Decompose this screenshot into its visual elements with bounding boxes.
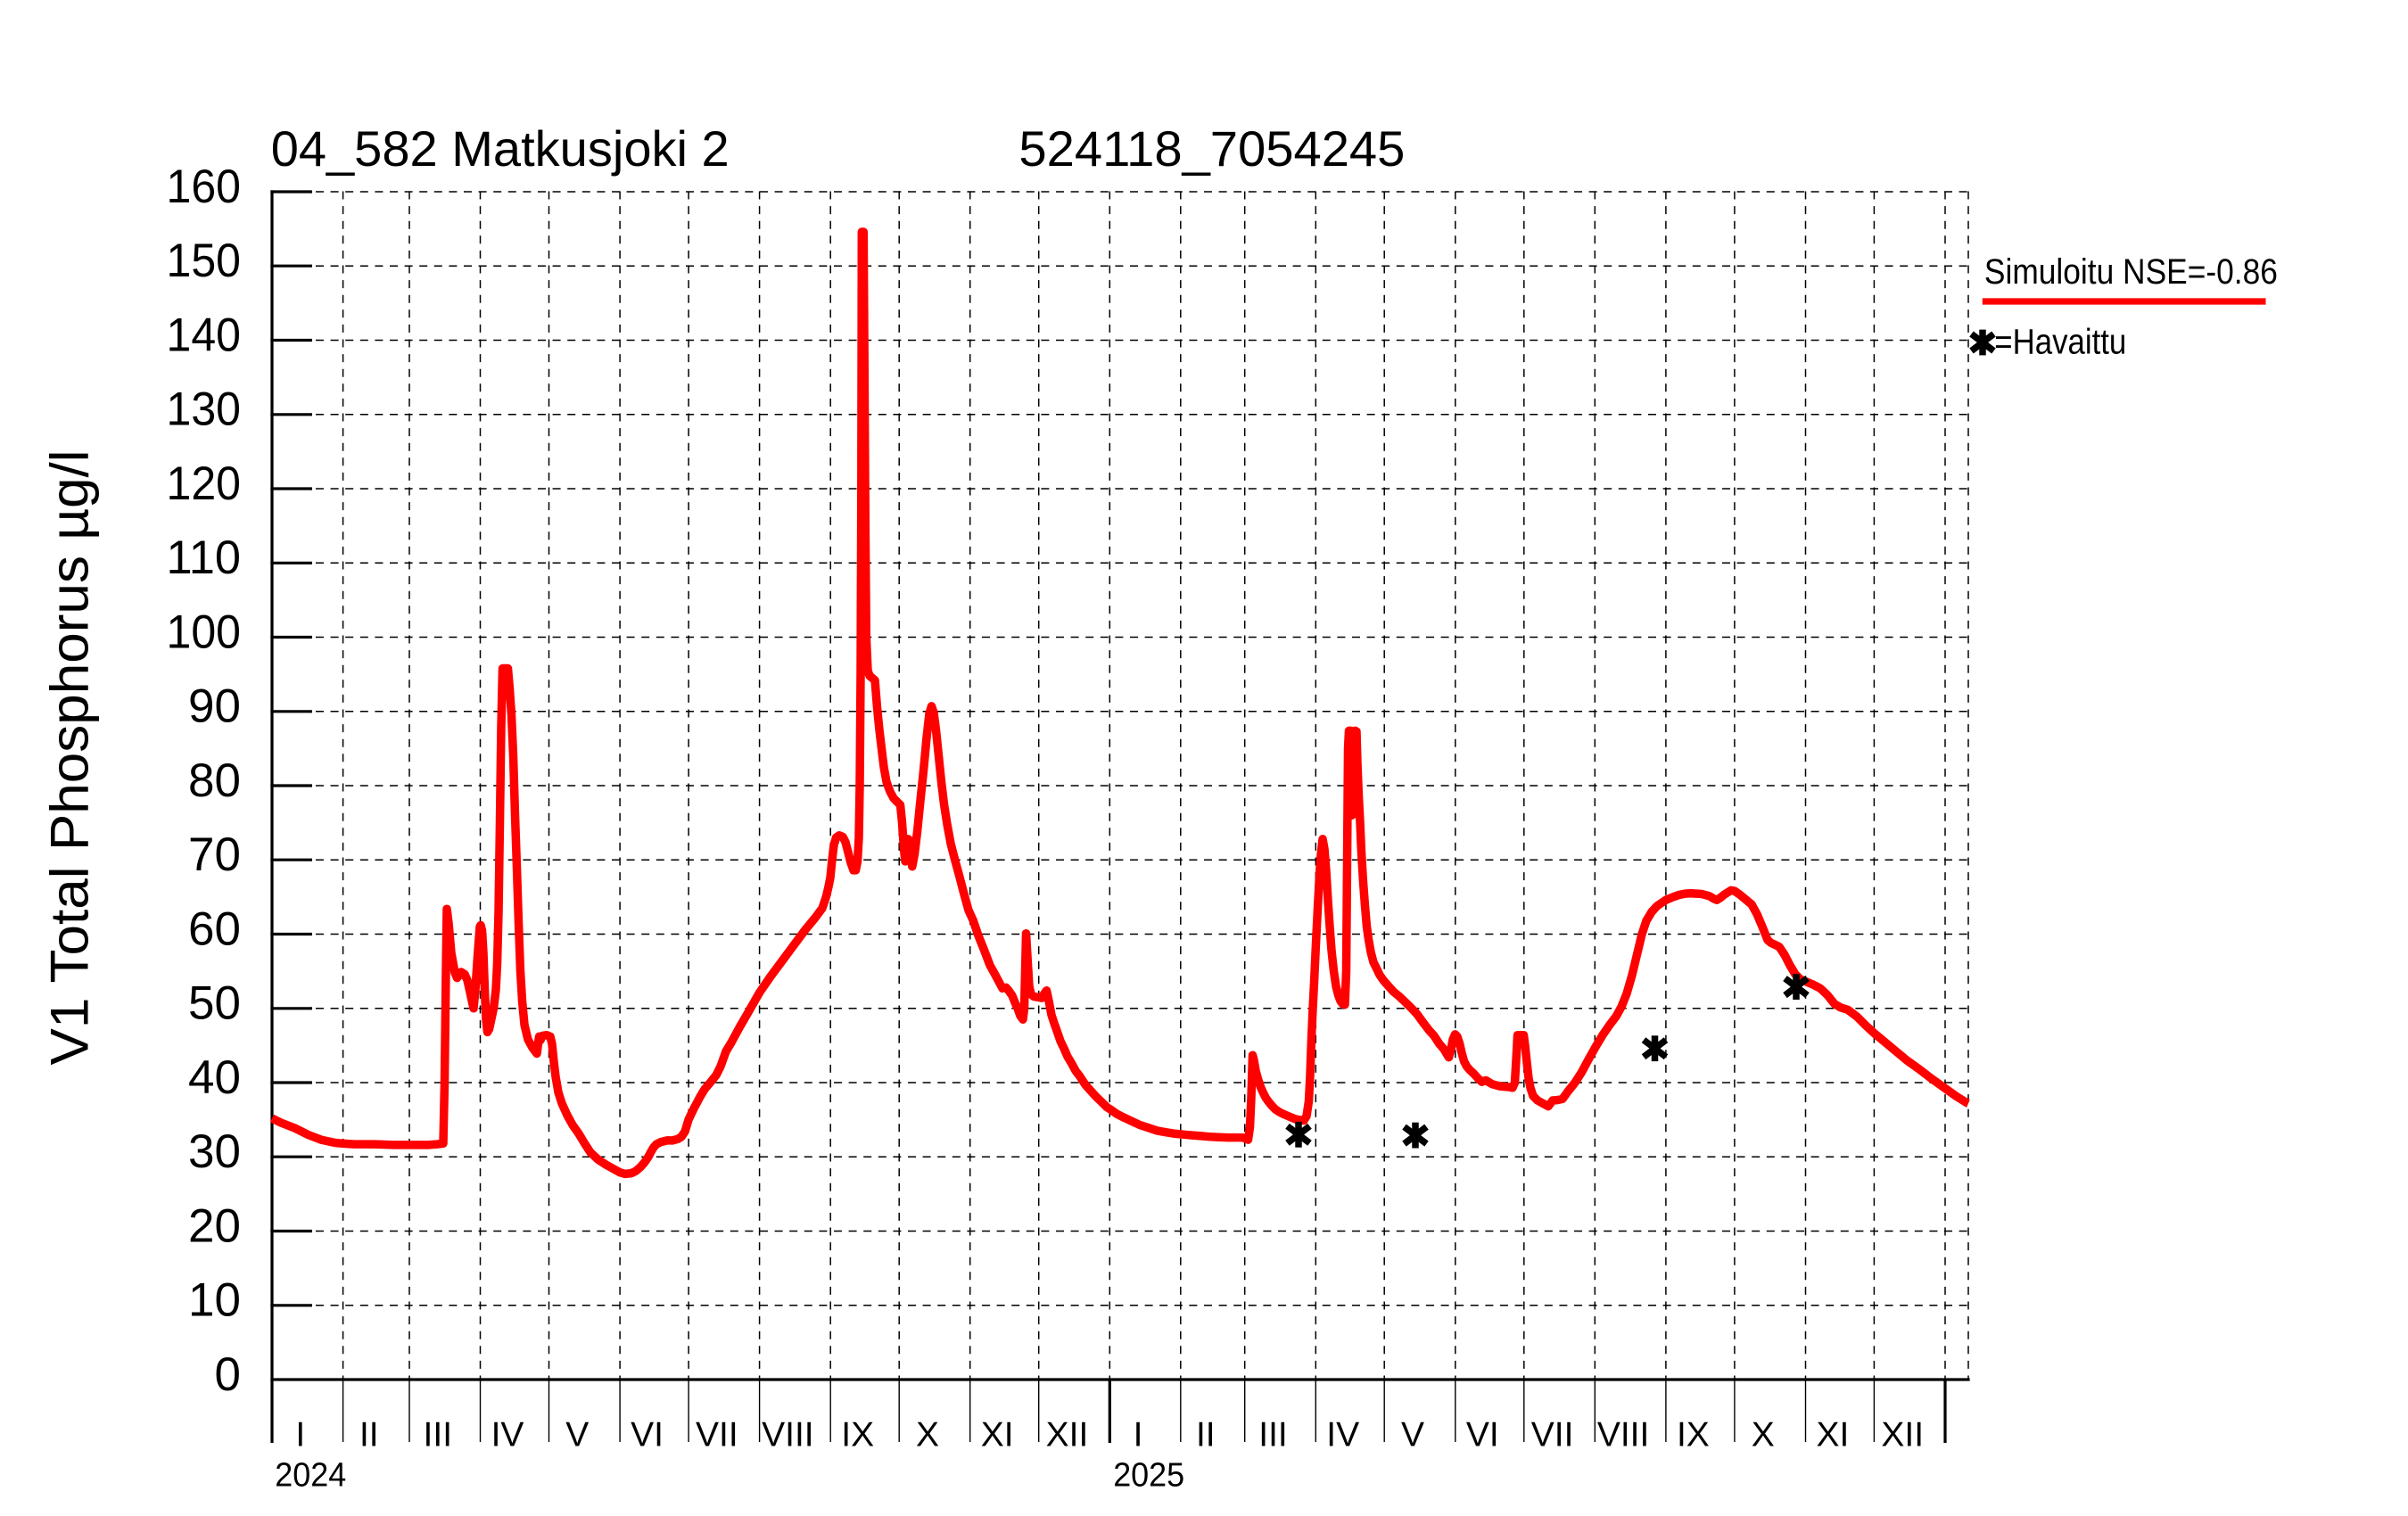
svg-text:70: 70: [188, 828, 241, 881]
svg-text:20: 20: [188, 1199, 241, 1252]
svg-text:2024: 2024: [275, 1457, 346, 1495]
svg-text:X: X: [916, 1416, 939, 1454]
svg-text:VII: VII: [696, 1416, 738, 1454]
svg-text:110: 110: [167, 531, 242, 584]
svg-text:=Havaittu: =Havaittu: [1994, 323, 2126, 362]
svg-text:II: II: [359, 1416, 379, 1454]
svg-text:130: 130: [167, 383, 242, 436]
svg-text:IV: IV: [491, 1416, 524, 1454]
svg-text:IX: IX: [1677, 1416, 1710, 1454]
svg-text:XII: XII: [1881, 1416, 1924, 1454]
svg-text:I: I: [1134, 1416, 1143, 1454]
svg-text:2025: 2025: [1113, 1457, 1184, 1495]
svg-text:10: 10: [188, 1274, 241, 1327]
svg-text:V: V: [565, 1416, 589, 1454]
svg-text:100: 100: [167, 606, 242, 658]
svg-text:60: 60: [188, 902, 241, 955]
svg-text:150: 150: [167, 235, 242, 287]
svg-text:IV: IV: [1326, 1416, 1359, 1454]
svg-text:524118_7054245: 524118_7054245: [1018, 120, 1405, 177]
svg-text:V1 Total Phosphorus µg/l: V1 Total Phosphorus µg/l: [40, 450, 100, 1066]
svg-text:XII: XII: [1046, 1416, 1089, 1454]
svg-text:40: 40: [188, 1051, 241, 1104]
svg-text:140: 140: [167, 309, 242, 361]
svg-text:90: 90: [188, 680, 241, 733]
svg-text:XI: XI: [981, 1416, 1014, 1454]
svg-text:VI: VI: [631, 1416, 664, 1454]
svg-text:V: V: [1401, 1416, 1424, 1454]
svg-text:XI: XI: [1816, 1416, 1849, 1454]
svg-text:Simuloitu NSE=-0.86: Simuloitu NSE=-0.86: [1984, 252, 2278, 292]
svg-text:120: 120: [167, 457, 242, 510]
svg-text:0: 0: [215, 1348, 241, 1401]
svg-text:VIII: VIII: [1597, 1416, 1650, 1454]
svg-text:III: III: [424, 1416, 453, 1454]
svg-text:30: 30: [188, 1125, 241, 1178]
svg-text:III: III: [1258, 1416, 1288, 1454]
svg-text:X: X: [1752, 1416, 1775, 1454]
svg-text:VI: VI: [1466, 1416, 1499, 1454]
svg-text:80: 80: [188, 754, 241, 807]
svg-text:160: 160: [167, 161, 242, 213]
svg-text:II: II: [1196, 1416, 1216, 1454]
svg-text:VIII: VIII: [762, 1416, 814, 1454]
svg-text:I: I: [295, 1416, 305, 1454]
svg-text:50: 50: [188, 977, 241, 1030]
svg-text:04_582 Matkusjoki 2: 04_582 Matkusjoki 2: [271, 120, 730, 177]
svg-text:IX: IX: [841, 1416, 874, 1454]
svg-text:VII: VII: [1531, 1416, 1574, 1454]
